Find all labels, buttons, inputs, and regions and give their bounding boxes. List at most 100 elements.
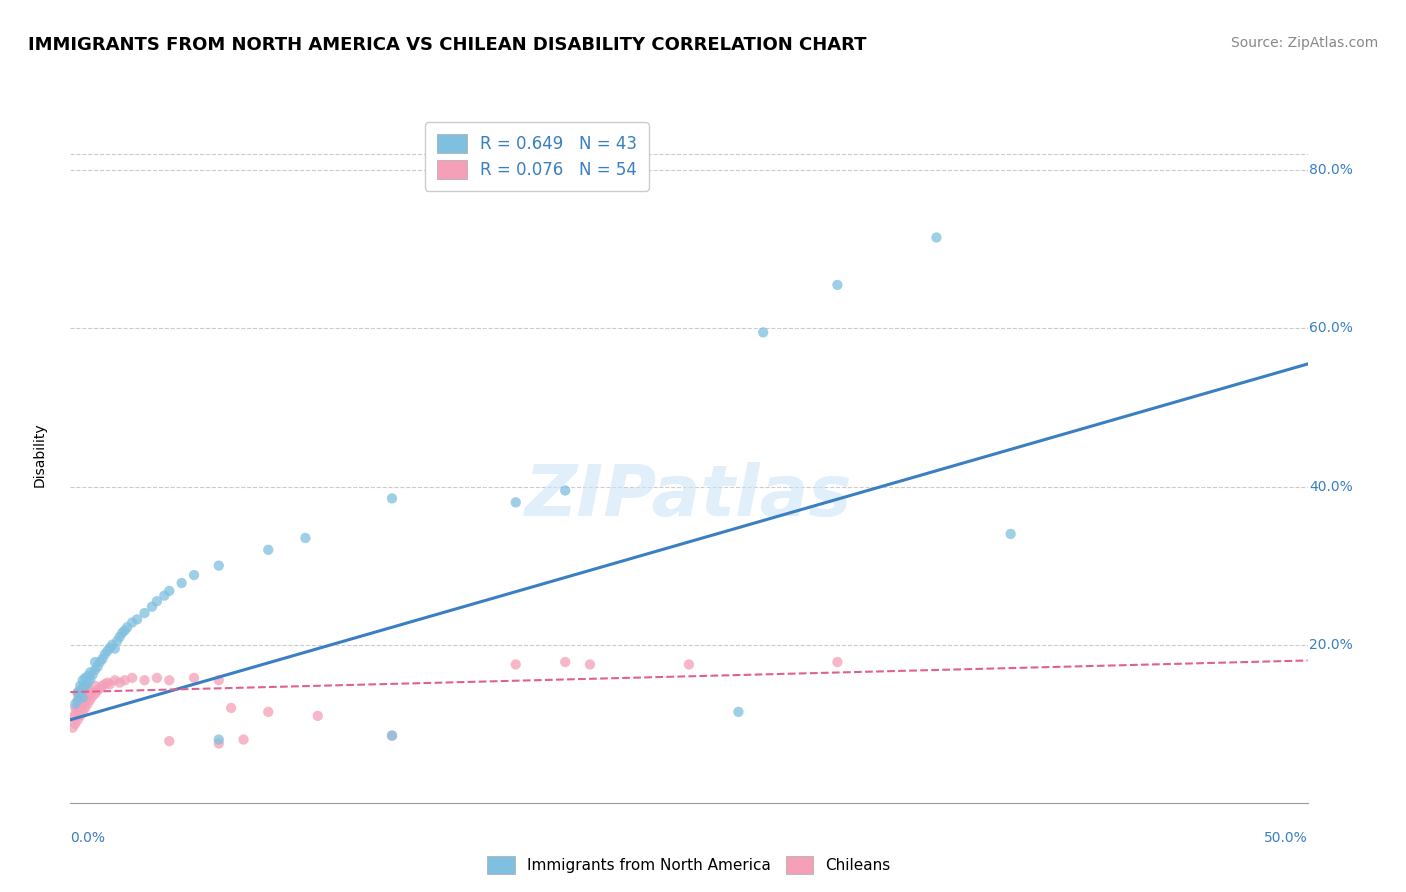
Point (554, 655, 576, 669)
Point (69, 708, 91, 723)
Point (65, 716, 87, 731)
Point (146, 594, 169, 608)
Point (157, 673, 180, 688)
Point (208, 558, 231, 573)
Point (105, 633, 128, 648)
Legend: Immigrants from North America, Chileans: Immigrants from North America, Chileans (481, 850, 897, 880)
Text: 80.0%: 80.0% (1309, 163, 1353, 178)
Point (121, 671, 143, 685)
Point (79, 665, 101, 680)
Point (89, 655, 111, 669)
Point (219, 701, 242, 715)
Text: Source: ZipAtlas.com: Source: ZipAtlas.com (1230, 36, 1378, 50)
Point (257, 542, 280, 557)
Point (146, 671, 169, 685)
Point (381, 491, 404, 506)
Point (381, 729, 404, 743)
Text: Disability: Disability (32, 423, 46, 487)
Point (84, 655, 107, 669)
Point (208, 673, 231, 688)
Point (65, 701, 87, 715)
Point (153, 589, 176, 603)
Point (72, 681, 94, 695)
Point (678, 657, 700, 672)
Point (925, 230, 948, 244)
Point (66, 702, 89, 716)
Point (554, 483, 576, 498)
Point (505, 495, 527, 509)
Text: ZIPatlas: ZIPatlas (526, 462, 852, 531)
Point (75, 693, 97, 707)
Point (76, 675, 98, 690)
Point (381, 729, 404, 743)
Point (75, 701, 97, 715)
Point (76, 669, 98, 683)
Point (86, 660, 108, 674)
Point (94, 647, 117, 661)
Text: 0.0%: 0.0% (70, 830, 105, 845)
Point (66, 685, 89, 699)
Point (94, 677, 117, 691)
Point (727, 705, 749, 719)
Point (98, 640, 121, 655)
Point (752, 326, 775, 340)
Point (91, 679, 114, 693)
Point (134, 606, 156, 620)
Text: 20.0%: 20.0% (1309, 638, 1353, 652)
Point (111, 625, 134, 640)
Point (579, 657, 602, 672)
Point (208, 737, 231, 751)
Point (1000, 527, 1022, 541)
Point (141, 599, 163, 614)
Point (307, 708, 329, 723)
Point (127, 612, 149, 626)
Point (183, 671, 205, 685)
Point (69, 687, 91, 701)
Point (101, 638, 124, 652)
Point (66, 693, 89, 707)
Point (84, 687, 107, 701)
Point (294, 531, 316, 545)
Point (72, 689, 94, 703)
Point (84, 679, 107, 693)
Point (82, 689, 104, 703)
Point (208, 732, 231, 747)
Point (108, 675, 131, 690)
Point (121, 615, 143, 630)
Text: 40.0%: 40.0% (1309, 480, 1353, 493)
Text: 50.0%: 50.0% (1264, 830, 1308, 845)
Point (114, 673, 136, 688)
Point (84, 663, 107, 677)
Point (257, 705, 280, 719)
Point (79, 685, 101, 699)
Point (69, 683, 91, 698)
Point (66, 713, 89, 727)
Point (232, 732, 254, 747)
Point (76, 689, 98, 703)
Text: 60.0%: 60.0% (1309, 321, 1353, 335)
Text: IMMIGRANTS FROM NORTH AMERICA VS CHILEAN DISABILITY CORRELATION CHART: IMMIGRANTS FROM NORTH AMERICA VS CHILEAN… (28, 36, 866, 54)
Point (134, 673, 156, 688)
Point (98, 677, 121, 691)
Point (86, 683, 108, 698)
Point (79, 693, 101, 707)
Point (72, 690, 94, 705)
Point (96, 644, 118, 658)
Point (91, 652, 114, 666)
Point (827, 277, 849, 292)
Point (79, 673, 101, 687)
Point (114, 624, 136, 638)
Point (183, 568, 205, 582)
Point (75, 685, 97, 699)
Point (157, 734, 180, 748)
Point (104, 673, 127, 688)
Point (115, 620, 138, 634)
Point (96, 675, 118, 690)
Point (76, 697, 98, 711)
Point (72, 705, 94, 719)
Point (72, 697, 94, 711)
Point (108, 630, 131, 644)
Point (170, 576, 193, 591)
Point (69, 699, 91, 714)
Point (65, 707, 87, 722)
